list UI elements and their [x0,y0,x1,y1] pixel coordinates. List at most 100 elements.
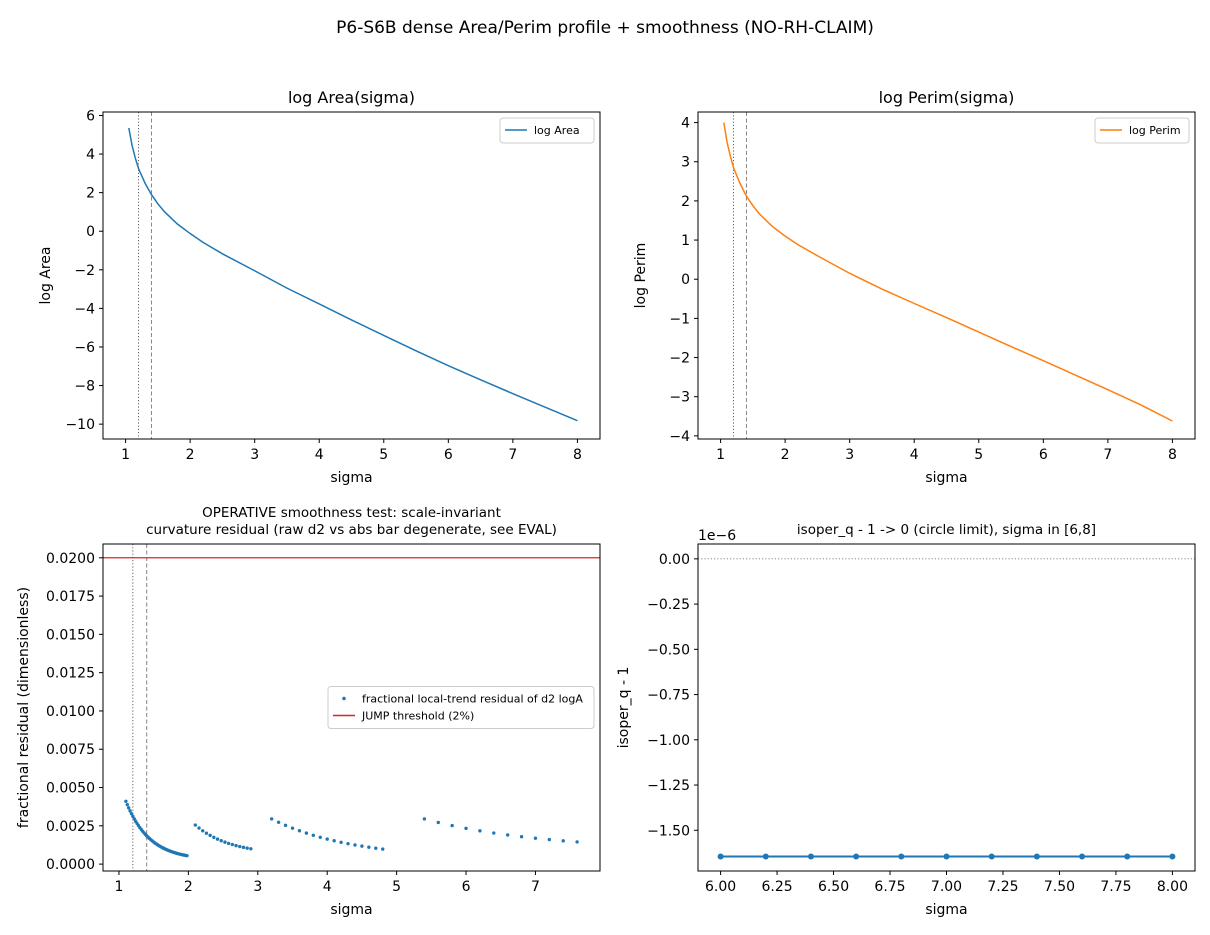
x-tick-label: 5 [392,879,401,895]
x-tick-label: 6 [444,447,453,463]
scatter-point [505,833,510,837]
scatter-point [332,839,336,843]
plot-area [103,544,600,871]
y-tick-label: 0.0050 [46,781,95,797]
y-tick-label: −1.50 [647,823,690,839]
scatter-point [346,841,350,846]
x-tick-label: 2 [184,879,193,895]
plot-area [128,112,578,439]
y-tick-label: 2 [86,186,95,202]
y-tick-label: 0.0150 [46,627,95,643]
data-point [1169,853,1176,860]
y-tick-label: −6 [74,340,95,356]
panel-log-area: 1 2 3 4 5 6 7 8 −10 −8 −6 −4 −2 0 2 4 6 sigma log Area log … [38,88,601,486]
scatter-point [276,820,281,824]
axes-title: log Perim(sigma) [879,88,1015,107]
scatter-point [223,840,227,844]
x-tick-label: 6 [462,879,471,895]
y-tick-label: −8 [74,379,95,395]
legend: fractional local-trend residual of d2 lo… [327,686,595,729]
y-tick-label: −0.50 [647,642,690,658]
x-tick-label: 7 [508,447,517,463]
scatter-point [128,809,132,813]
scatter-point [325,837,329,841]
legend-label: log Perim [1129,124,1181,137]
x-tick-label: 1 [716,447,725,463]
x-tick-label: 4 [323,879,332,895]
axes-frame [697,111,1196,440]
x-axis-label: sigma [925,470,967,486]
scatter-point [575,840,579,844]
legend-marker [342,696,346,701]
y-tick-label: 1 [681,233,690,249]
data-point [717,853,724,860]
axes-frame [697,543,1196,872]
x-tick-label: 5 [379,447,388,463]
y-tick-label: 0.00 [659,552,690,568]
y-axis-label: log Perim [633,243,649,309]
x-tick-label: 2 [781,447,790,463]
scatter-point [124,799,128,804]
scatter-point [226,841,231,846]
scatter-point [492,831,496,835]
plot-area [698,558,1195,860]
y-tick-label: −1.00 [647,733,690,749]
panel-log-perim: 1 2 3 4 5 6 7 8 −4 −3 −2 −1 0 1 2 3 4 sigma log Perim log P… [633,88,1196,486]
scatter-point [238,844,242,849]
axes-title-line-1: OPERATIVE smoothness test: scale-invaria… [202,505,501,521]
data-point [807,853,814,860]
x-tick-label: 7.25 [987,879,1018,895]
scatter-point [304,831,309,835]
y-tick-label: 0.0200 [46,551,95,567]
x-tick-label: 7.50 [1044,879,1075,895]
x-tick-label: 4 [910,447,919,463]
y-tick-label: 3 [681,155,690,171]
x-tick-label: 8 [1168,447,1177,463]
x-tick-label: 8.00 [1157,879,1188,895]
legend: log Area [499,117,595,144]
x-tick-label: 6.25 [761,879,792,895]
y-tick-label: 0.0175 [46,589,95,605]
scatter-point [215,837,220,841]
scatter-point [234,843,238,848]
scatter-point [478,829,482,833]
scatter-point [533,836,538,840]
scatter-point [245,846,249,850]
scatter-point [547,837,552,842]
axes-frame [102,543,601,872]
y-axis-label: isoper_q - 1 [616,667,632,749]
x-tick-label: 3 [250,447,259,463]
y-tick-label: −1 [669,311,690,327]
scatter-point [297,829,302,833]
x-tick-label: 1 [121,447,130,463]
scatter-point [208,833,212,838]
x-tick-label: 7 [1103,447,1112,463]
data-point [853,853,860,860]
y-tick-label: 0.0100 [46,704,95,720]
scatter-point [519,834,524,839]
legend-label: fractional local-trend residual of d2 lo… [362,693,583,706]
y-tick-label: −0.75 [647,688,690,704]
scatter-point [374,846,378,850]
y-axis-label: log Area [38,246,54,304]
data-point [943,853,950,860]
scatter-point [249,847,253,851]
figure-suptitle: P6-S6B dense Area/Perim profile + smooth… [336,18,874,38]
scatter-point [381,847,385,851]
scatter-point [185,853,189,858]
scatter-point [241,845,246,850]
axes-title-line-2: curvature residual (raw d2 vs abs bar de… [146,522,557,538]
axes-frame [102,111,601,440]
scatter-point [339,840,343,844]
y-tick-label: 0.0025 [46,819,95,835]
scatter-point [436,820,440,825]
legend: log Perim [1094,117,1190,144]
scatter-point [311,833,316,837]
series-line-1 [723,122,1173,422]
panel-smoothness-residual: 1 2 3 4 5 6 7 0.0000 0.0025 0.0050 0.0075 0.0100 0.0… [16,505,601,918]
panel-isoper: 6.00 6.25 6.50 6.75 7.00 7.25 7.50 7.75 8.00 0.00… [616,522,1196,918]
data-point [1033,853,1040,860]
scatter-point [269,817,274,821]
scatter-point [201,829,205,833]
y-tick-label: −1.25 [647,778,690,794]
